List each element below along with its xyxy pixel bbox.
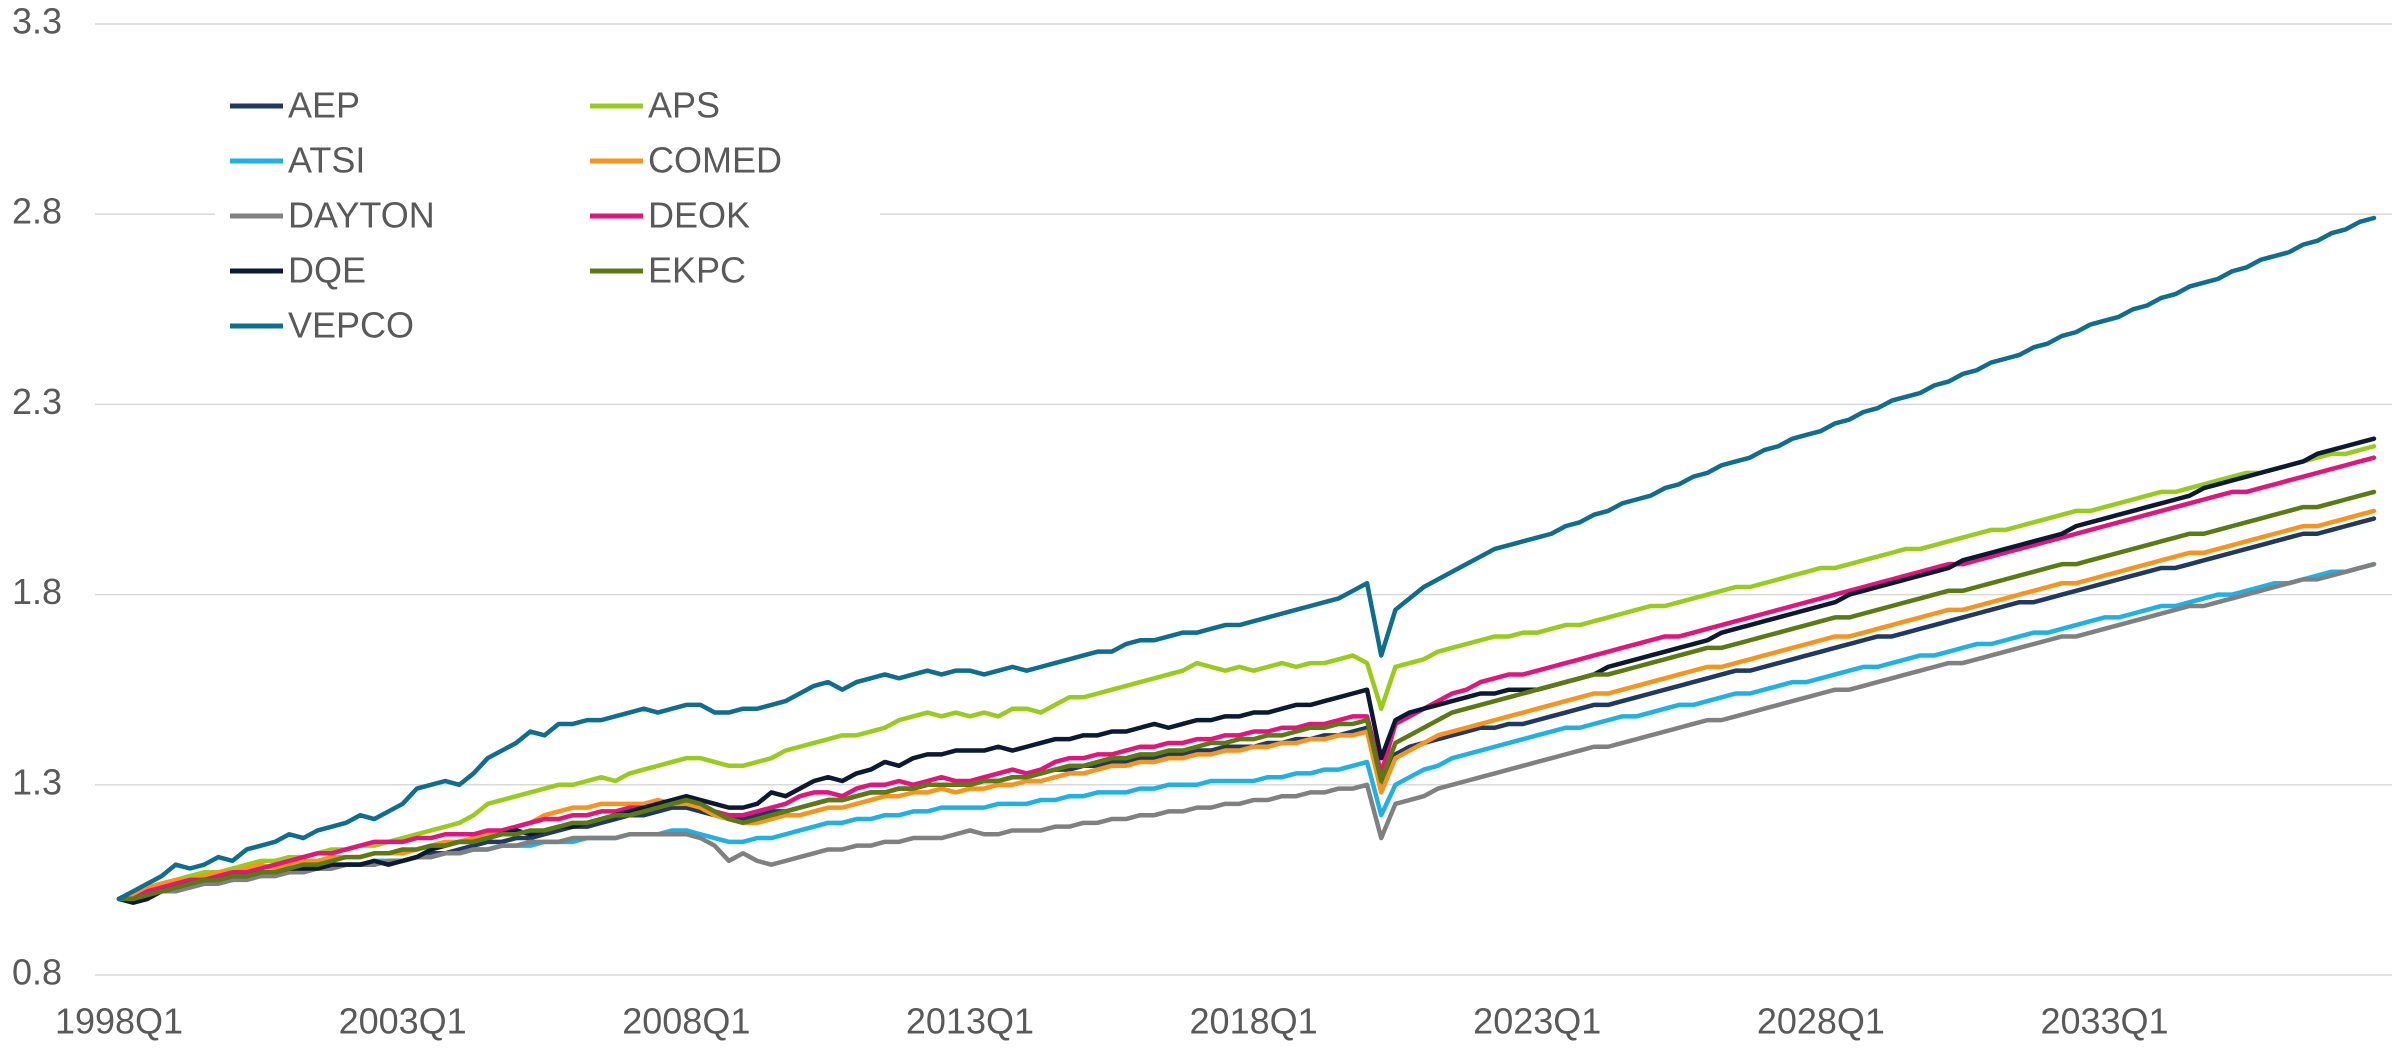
y-tick-label: 3.3 [12, 1, 62, 42]
series-line [119, 446, 2374, 899]
legend-label: DQE [288, 250, 366, 291]
chart: AEP APS ATSI COMED DAYTON DEOK DQE EKPC VEPCO 0.… [0, 0, 2397, 1049]
page: {"chart_data": { "type": "line", "catego… [0, 0, 2397, 1049]
legend-label: EKPC [648, 250, 746, 291]
y-tick-label: 1.3 [12, 761, 62, 802]
legend-label: COMED [648, 140, 782, 181]
y-tick-label: 2.8 [12, 191, 62, 232]
y-tick-label: 2.3 [12, 381, 62, 422]
legend-label: APS [648, 85, 720, 126]
x-tick-label: 2023Q1 [1473, 1001, 1601, 1042]
legend-label: AEP [288, 85, 360, 126]
x-tick-label: 2028Q1 [1757, 1001, 1885, 1042]
x-tick-label: 2003Q1 [339, 1001, 467, 1042]
x-tick-label: 1998Q1 [55, 1001, 183, 1042]
y-tick-label: 1.8 [12, 571, 62, 612]
y-tick-label: 0.8 [12, 952, 62, 993]
x-tick-label: 2013Q1 [906, 1001, 1034, 1042]
legend-label: VEPCO [288, 305, 414, 346]
legend: AEP APS ATSI COMED DAYTON DEOK DQE EKPC VEPCO [215, 85, 880, 373]
x-tick-label: 2033Q1 [2040, 1001, 2168, 1042]
legend-label: ATSI [288, 140, 365, 181]
legend-label: DAYTON [288, 195, 435, 236]
x-tick-label: 2018Q1 [1190, 1001, 1318, 1042]
x-tick-label: 2008Q1 [622, 1001, 750, 1042]
legend-label: DEOK [648, 195, 750, 236]
series-line [119, 492, 2374, 899]
